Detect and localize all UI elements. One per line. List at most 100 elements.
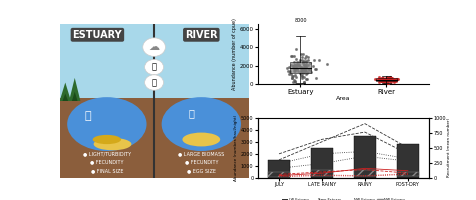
Point — [301, 62, 309, 66]
Point — [303, 70, 311, 73]
Bar — [353, 170, 375, 176]
Point — [385, 75, 393, 78]
Point — [298, 58, 306, 62]
Point — [391, 79, 399, 82]
Point — [290, 69, 298, 72]
Point — [377, 77, 385, 80]
Point — [379, 80, 387, 83]
Point — [383, 76, 391, 79]
Point — [293, 66, 300, 69]
Point — [293, 67, 300, 70]
Point — [299, 59, 307, 62]
Point — [384, 77, 392, 80]
Point — [315, 59, 322, 62]
Point — [301, 69, 308, 72]
Text: ESTUARY: ESTUARY — [72, 30, 122, 40]
Bar — [310, 148, 332, 178]
Point — [288, 77, 295, 80]
Point — [299, 67, 307, 70]
Point — [297, 70, 304, 73]
Point — [304, 63, 311, 66]
Point — [309, 58, 317, 61]
Point — [385, 76, 393, 79]
Point — [386, 77, 394, 80]
Point — [300, 70, 308, 73]
Point — [384, 76, 391, 80]
Point — [306, 68, 314, 72]
Point — [393, 78, 400, 81]
Point — [287, 72, 294, 75]
Point — [382, 78, 389, 82]
Point — [294, 64, 302, 67]
Point — [380, 79, 388, 82]
Point — [382, 77, 389, 81]
Point — [291, 64, 299, 67]
Point — [300, 63, 307, 67]
Point — [289, 64, 297, 67]
Point — [304, 59, 311, 62]
Point — [297, 66, 304, 69]
Point — [288, 75, 295, 78]
Y-axis label: Abundance (number of cpue): Abundance (number of cpue) — [231, 18, 236, 90]
Point — [311, 67, 318, 71]
Point — [298, 68, 306, 71]
Bar — [310, 170, 332, 176]
Point — [295, 60, 302, 63]
Point — [298, 75, 305, 78]
Point — [381, 79, 388, 82]
Ellipse shape — [93, 138, 131, 150]
Point — [297, 70, 304, 73]
Bar — [396, 144, 417, 178]
Point — [294, 64, 301, 67]
Point — [299, 70, 307, 73]
Point — [379, 78, 387, 82]
Point — [289, 54, 297, 58]
Point — [288, 54, 295, 58]
Point — [298, 62, 306, 65]
Text: ● FECUNDITY: ● FECUNDITY — [90, 159, 123, 164]
Point — [290, 64, 298, 67]
Point — [381, 78, 389, 81]
Text: 🦐: 🦐 — [84, 111, 91, 121]
Circle shape — [144, 75, 163, 90]
Point — [384, 80, 391, 83]
Point — [297, 52, 304, 55]
Point — [309, 65, 317, 68]
Point — [291, 74, 298, 77]
Point — [379, 78, 387, 81]
Point — [379, 77, 387, 80]
Point — [283, 69, 291, 72]
Point — [377, 76, 385, 80]
Point — [290, 68, 298, 72]
Text: RIVER: RIVER — [185, 30, 217, 40]
Point — [375, 77, 383, 80]
Circle shape — [142, 38, 165, 56]
Point — [376, 79, 383, 82]
Point — [389, 80, 397, 83]
Point — [300, 65, 307, 69]
Point — [302, 55, 309, 58]
Point — [373, 77, 380, 80]
Point — [299, 71, 307, 75]
Point — [302, 69, 309, 73]
Point — [300, 69, 308, 72]
Point — [377, 77, 385, 81]
Point — [297, 68, 304, 71]
Point — [382, 78, 389, 81]
Point — [288, 76, 296, 79]
Text: ☁: ☁ — [148, 42, 159, 52]
Point — [293, 63, 301, 67]
Point — [377, 78, 385, 82]
Point — [311, 68, 319, 71]
Point — [298, 68, 306, 71]
Point — [303, 71, 310, 74]
Point — [282, 66, 290, 70]
Point — [291, 66, 299, 69]
Point — [388, 76, 396, 80]
FancyBboxPatch shape — [60, 98, 248, 178]
Point — [391, 77, 399, 80]
Point — [297, 68, 305, 71]
Point — [377, 79, 385, 82]
Point — [377, 77, 385, 80]
FancyBboxPatch shape — [289, 62, 310, 73]
